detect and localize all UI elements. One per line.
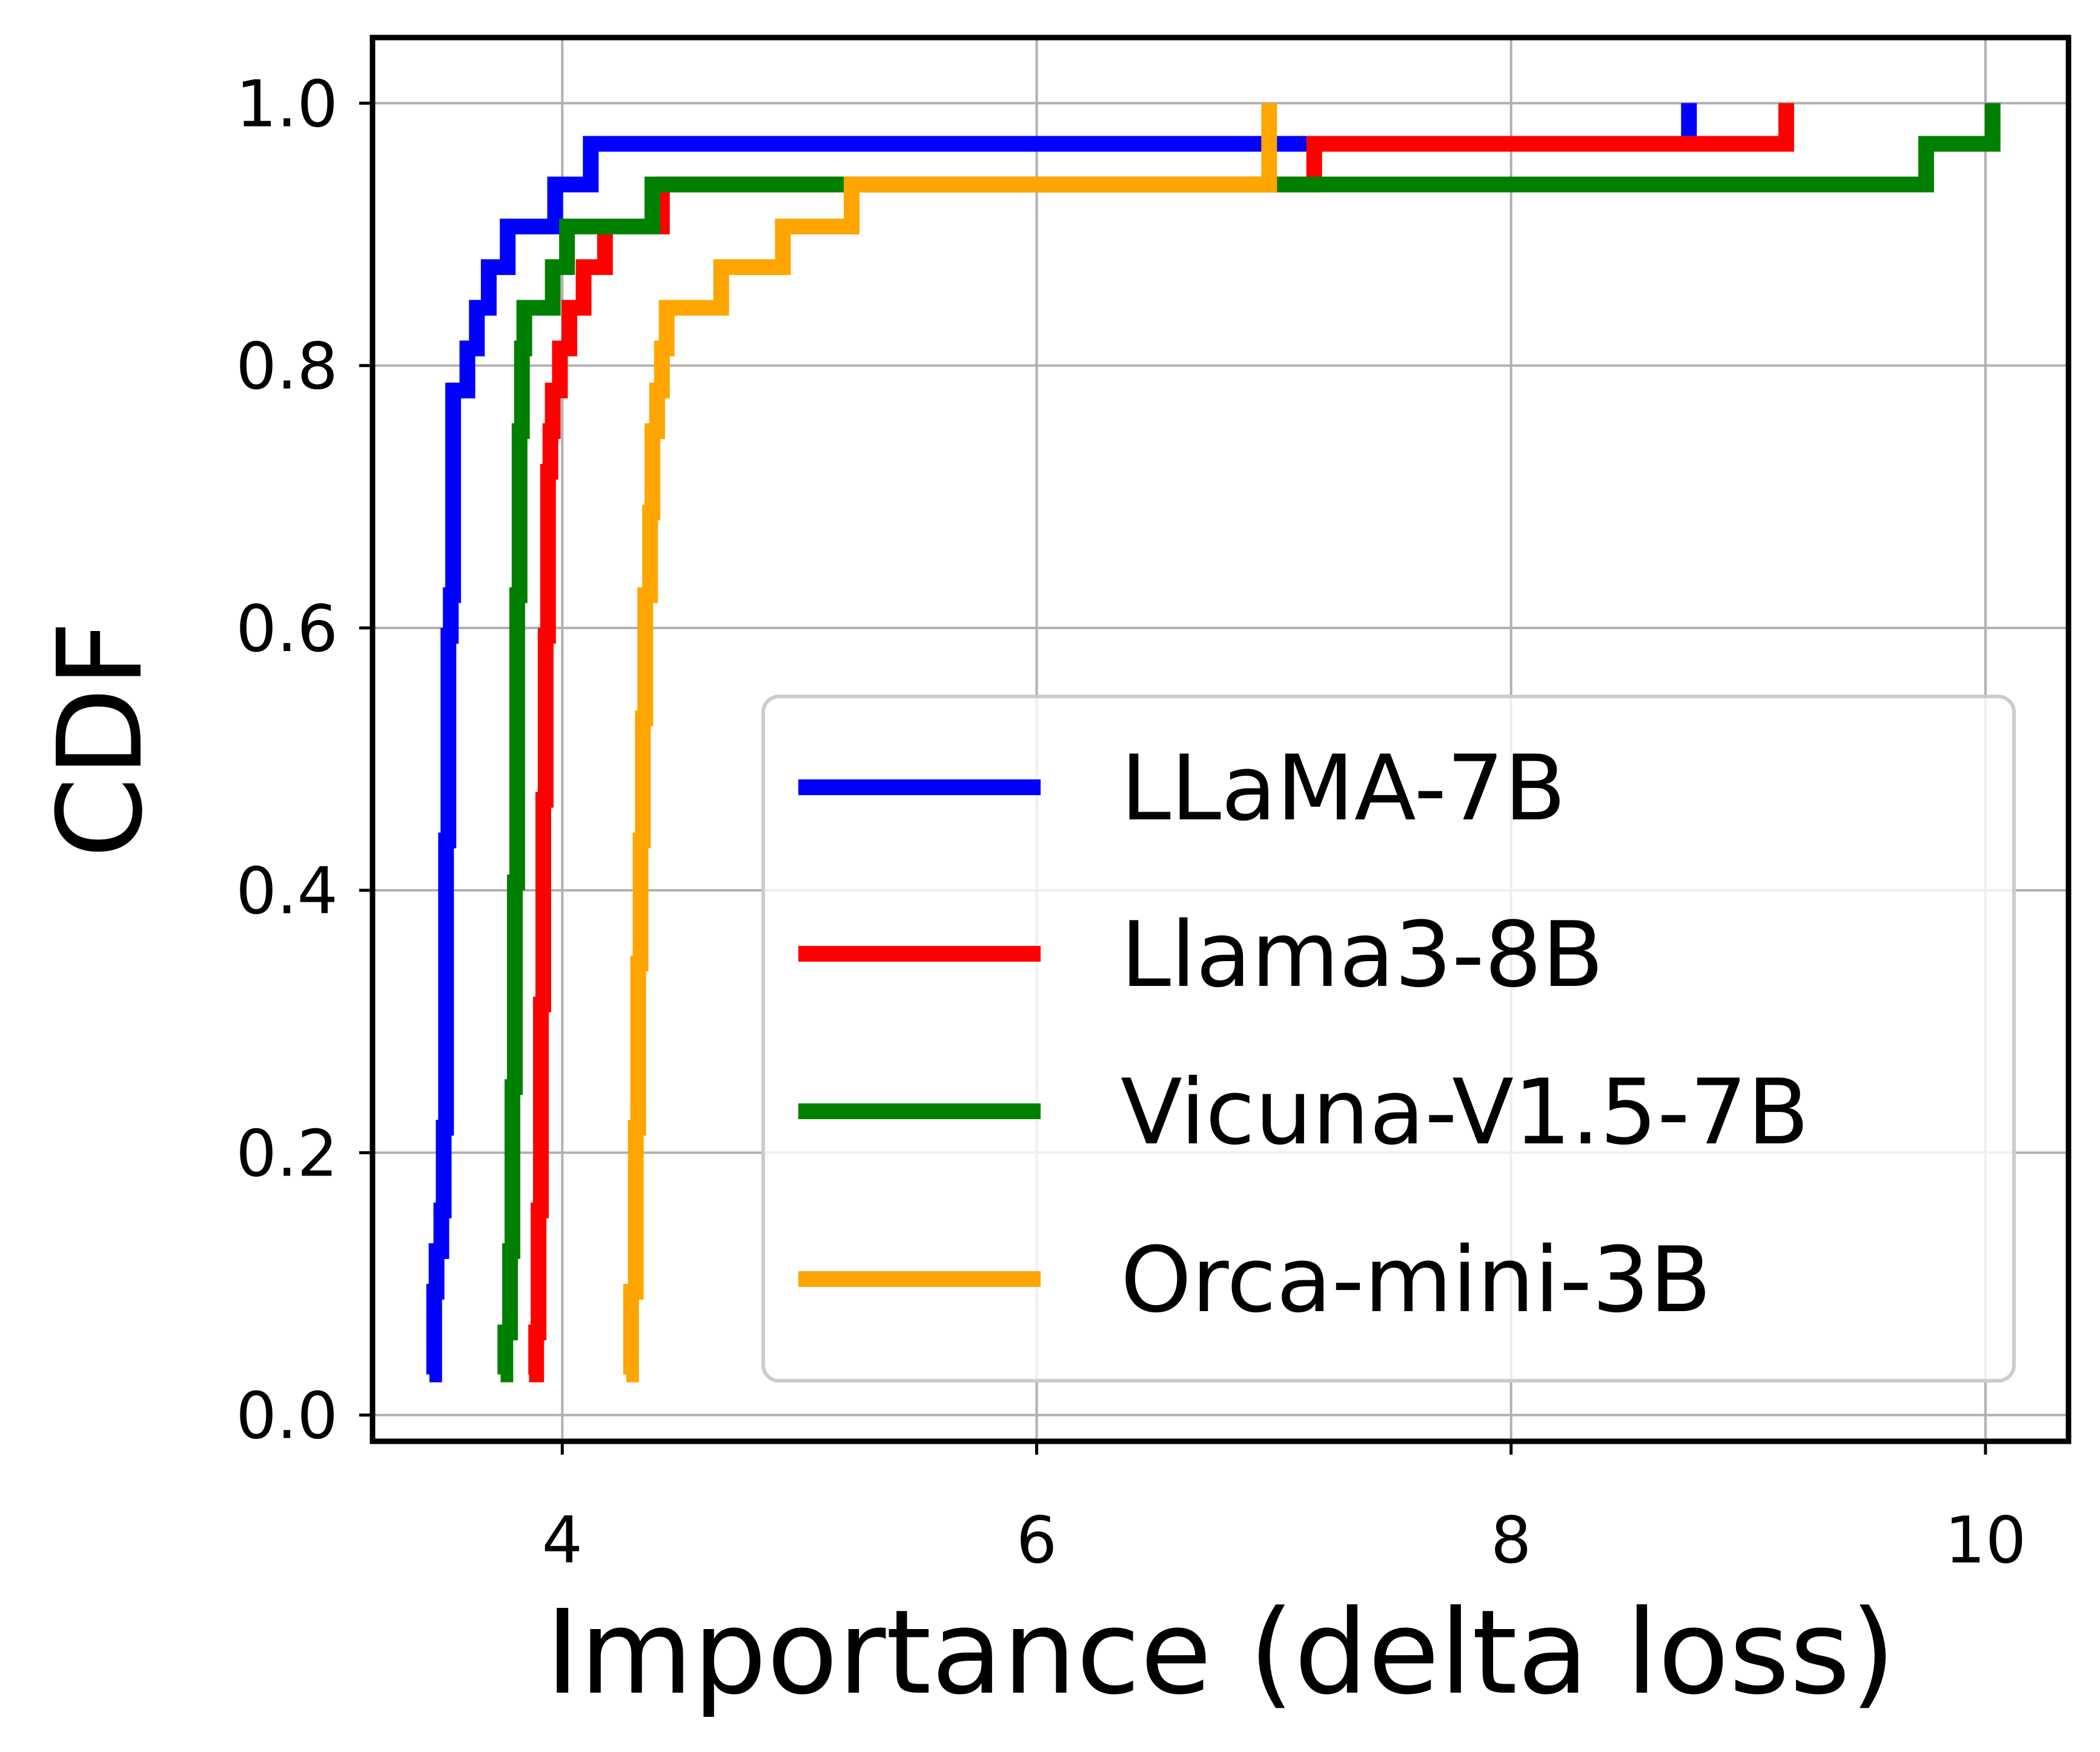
legend-label: Orca-mini-3B bbox=[1121, 1228, 1711, 1333]
x-tick-label: 6 bbox=[1016, 1503, 1057, 1578]
legend: LLaMA-7B Llama3-8B Vicuna-V1.5-7B Orca-mini… bbox=[761, 695, 2016, 1383]
series-group bbox=[426, 103, 2001, 1383]
y-tick-label: 0.0 bbox=[236, 1379, 338, 1453]
series-line-vicuna-v1-5-7b bbox=[497, 103, 2001, 1383]
ticks: 4 6 8 10 0.0 0.2 0.4 0.6 0.8 1.0 bbox=[236, 67, 2026, 1578]
plot-frame bbox=[369, 35, 2072, 1444]
x-axis-title: Importance (delta loss) bbox=[545, 1585, 1895, 1721]
x-tick-label: 8 bbox=[1491, 1503, 1531, 1578]
y-tick-label: 0.2 bbox=[236, 1116, 338, 1191]
y-tick-label: 1.0 bbox=[236, 67, 338, 141]
y-tick-label: 0.6 bbox=[236, 592, 338, 666]
series-line-llama-7b bbox=[426, 103, 1697, 1383]
legend-label: Vicuna-V1.5-7B bbox=[1121, 1060, 1809, 1165]
y-tick-label: 0.4 bbox=[236, 854, 338, 928]
legend-label: Llama3-8B bbox=[1121, 903, 1604, 1008]
y-tick-label: 0.8 bbox=[236, 329, 338, 404]
x-tick-label: 10 bbox=[1944, 1503, 2026, 1578]
legend-frame bbox=[761, 695, 2016, 1383]
x-tick-label: 4 bbox=[542, 1503, 583, 1578]
legend-label: LLaMA-7B bbox=[1121, 736, 1566, 841]
series-line-orca-mini-3b bbox=[623, 103, 1277, 1383]
y-axis-title: CDF bbox=[33, 621, 168, 858]
